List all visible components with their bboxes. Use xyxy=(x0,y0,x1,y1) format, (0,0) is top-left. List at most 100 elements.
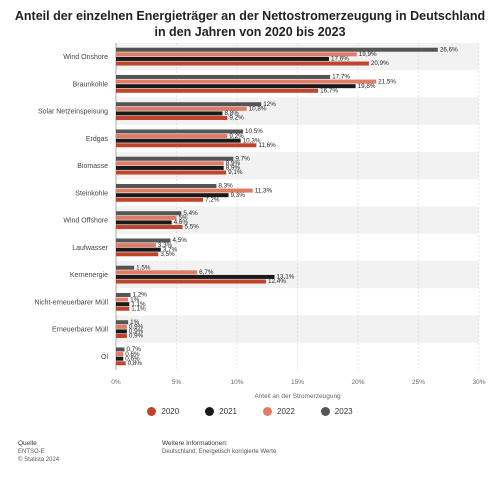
source-label: Quelle xyxy=(18,440,37,447)
bar-2023 xyxy=(116,129,244,134)
x-tick-label: 25% xyxy=(412,379,425,386)
bar-2023 xyxy=(116,211,182,216)
data-label-2023: 17,7% xyxy=(332,74,350,81)
category-label: Erdgas xyxy=(86,136,109,143)
data-label-2020: 7,2% xyxy=(205,196,220,203)
bar-2021 xyxy=(116,247,161,252)
data-label-2022: 21,5% xyxy=(378,78,396,85)
data-label-2020: 20,9% xyxy=(371,60,389,67)
legend-item-2021[interactable]: 2021 xyxy=(205,407,237,416)
bar-2021 xyxy=(116,138,241,143)
category-label: Öl xyxy=(101,353,108,361)
bar-2021 xyxy=(116,329,127,334)
x-tick-label: 10% xyxy=(230,379,243,386)
bar-2020 xyxy=(116,252,159,257)
data-label-2023: 4,5% xyxy=(172,237,187,244)
legend-dot-2023 xyxy=(320,407,330,416)
bar-2022 xyxy=(116,161,224,166)
bar-2023 xyxy=(116,47,438,52)
data-label-2020: 12,4% xyxy=(268,278,286,285)
bar-2020 xyxy=(116,88,319,93)
bar-2020 xyxy=(116,361,126,366)
category-label: Wind Offshore xyxy=(63,218,108,225)
bar-2022 xyxy=(116,52,357,57)
legend-label-2022: 2022 xyxy=(277,407,295,416)
legend-label-2021: 2021 xyxy=(219,407,237,416)
data-label-2023: 5,4% xyxy=(183,210,198,217)
data-label-2020: 0,9% xyxy=(129,333,144,340)
category-label: Biomasse xyxy=(77,163,108,170)
legend-item-2022[interactable]: 2022 xyxy=(263,407,295,416)
bar-2020 xyxy=(116,225,183,230)
chart-title: Anteil der einzelnen Energieträger an de… xyxy=(0,8,500,40)
legend-item-2020[interactable]: 2020 xyxy=(147,407,179,416)
data-label-2020: 1,1% xyxy=(131,305,146,312)
bar-2023 xyxy=(116,74,331,79)
data-label-2022: 1% xyxy=(130,296,140,303)
data-label-2021: 4,6% xyxy=(174,219,189,226)
data-label-2020: 0,8% xyxy=(128,360,143,367)
bar-2022 xyxy=(116,106,247,111)
source-name[interactable]: ENTSO-E xyxy=(18,449,45,455)
data-label-2023: 9,7% xyxy=(235,155,250,162)
bar-2020 xyxy=(116,334,127,339)
data-label-2020: 9,2% xyxy=(229,115,244,122)
data-label-2022: 0,9% xyxy=(129,324,144,331)
bar-2023 xyxy=(116,238,171,243)
category-label: Solar Netzeinspeisung xyxy=(38,109,108,116)
x-tick-label: 15% xyxy=(291,379,304,386)
bar-2020 xyxy=(116,279,267,284)
data-label-2021: 3,7% xyxy=(163,246,178,253)
bar-2023 xyxy=(116,102,262,107)
data-label-2023: 1,5% xyxy=(136,264,151,271)
legend-dot-2021 xyxy=(205,407,215,416)
info-label: Weitere Informationen: xyxy=(162,440,228,447)
data-label-2022: 8,9% xyxy=(226,160,241,167)
x-tick-label: 20% xyxy=(351,379,364,386)
bar-2022 xyxy=(116,270,198,275)
legend-dot-2022 xyxy=(263,407,272,416)
x-tick-label: 0% xyxy=(111,379,121,386)
category-label: Steinkohle xyxy=(75,190,108,197)
data-label-2022: 19,9% xyxy=(359,51,377,58)
data-label-2021: 19,8% xyxy=(358,83,376,90)
legend-item-2023[interactable]: 2023 xyxy=(320,407,353,416)
bar-2023 xyxy=(116,320,129,325)
bar-2020 xyxy=(116,306,130,311)
data-label-2023: 12% xyxy=(263,101,276,108)
data-label-2021: 17,6% xyxy=(331,56,349,63)
bar-2023 xyxy=(116,183,217,188)
data-label-2023: 8,3% xyxy=(218,183,233,190)
copyright[interactable]: © Statista 2024 xyxy=(18,457,60,463)
category-label: Braunkohle xyxy=(73,81,109,88)
bar-2023 xyxy=(116,265,135,270)
bar-2022 xyxy=(116,352,124,357)
bar-2021 xyxy=(116,165,224,170)
data-label-2023: 26,6% xyxy=(440,46,458,53)
bar-2020 xyxy=(116,197,204,202)
bar-2022 xyxy=(116,243,156,248)
bar-2020 xyxy=(116,170,227,175)
x-tick-label: 5% xyxy=(172,379,182,386)
bar-2022 xyxy=(116,134,228,139)
category-label: Nicht-erneuerbarer Müll xyxy=(34,299,108,306)
data-label-2020: 11,6% xyxy=(258,142,276,149)
data-label-2021: 9,3% xyxy=(231,192,246,199)
bar-2022 xyxy=(116,79,377,84)
bar-2020 xyxy=(116,61,369,66)
bar-2020 xyxy=(116,143,257,148)
bar-2021 xyxy=(116,220,172,225)
data-label-2023: 1% xyxy=(130,319,140,326)
bar-2023 xyxy=(116,347,125,352)
bar-2021 xyxy=(116,111,223,116)
chart-legend: 2020 2021 2022 2023 xyxy=(0,407,500,416)
bar-2022 xyxy=(116,215,177,220)
bar-2021 xyxy=(116,274,275,279)
bar-2022 xyxy=(116,324,127,329)
data-label-2022: 6,7% xyxy=(199,269,214,276)
category-label: Laufwasser xyxy=(72,245,108,252)
legend-dot-2020 xyxy=(147,407,157,416)
data-label-2020: 16,7% xyxy=(320,87,338,94)
data-label-2020: 3,5% xyxy=(160,251,175,258)
category-label: Kernenergie xyxy=(70,272,108,279)
